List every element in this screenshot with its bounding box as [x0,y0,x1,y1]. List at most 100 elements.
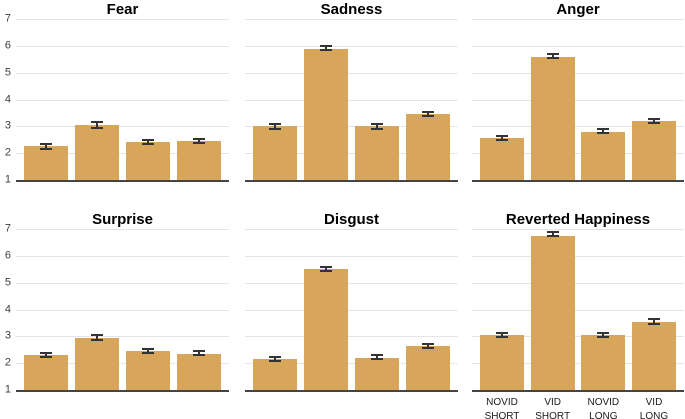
y-tick-label: 1 [4,173,11,186]
bar-slot [253,19,297,180]
gridline [16,126,229,128]
gridline [472,126,684,128]
error-bar [422,111,434,118]
bar [480,335,524,390]
error-bar [320,265,332,272]
x-tick-label: NOVID LONG [587,397,620,419]
bar-slot [24,19,68,180]
bar-slot [480,229,524,390]
panel-anger: Anger [472,0,684,182]
y-tick-label: 2 [4,146,11,159]
bar [581,335,626,390]
gridline [472,282,684,284]
error-bar [647,117,660,125]
gridline [472,153,684,155]
bar-slot [304,19,348,180]
plot-area [245,229,458,392]
error-bar [597,331,610,339]
error-bar [269,123,281,130]
gridline [16,45,229,47]
error-bar [496,135,508,142]
gridline [245,363,458,365]
gridline [472,336,684,338]
plot-area: 1 2 3 4 5 6 7 [5,223,229,395]
bar-slot [406,19,450,180]
bar-slot [126,19,170,180]
bar-slot [480,19,524,180]
bar [24,355,68,390]
bar [253,126,297,180]
bar [253,359,297,390]
gridline [245,99,458,101]
bar [75,337,119,390]
y-tick-label: 4 [4,303,11,315]
bar-slot [304,229,348,390]
bar [126,142,170,180]
x-tick-label: VID SHORT [535,397,571,419]
gridline [16,229,229,230]
bar [177,141,221,180]
bar [631,120,676,180]
error-bar [91,334,103,342]
panel-title: Sadness [320,1,383,18]
panel-fear: Fear 1 2 3 4 5 6 7 [5,0,229,185]
panel-surprise: Surprise 1 2 3 4 5 6 7 [5,200,229,395]
bar-slot [126,229,170,390]
gridline [472,309,684,311]
panel-title: Disgust [323,211,379,228]
bars-group [480,19,676,180]
bar-slot [355,19,399,180]
error-bar [422,342,434,349]
bar [581,131,626,180]
y-tick-label: 3 [4,119,11,132]
gridline [16,72,229,74]
y-tick-label: 2 [4,356,11,369]
panel-title: Fear [106,1,139,18]
bar [126,351,170,390]
panel-title: Surprise [92,211,153,228]
bars-group [253,19,450,180]
gridline [16,309,229,311]
gridline [472,72,684,74]
bar [480,138,524,180]
gridline [245,282,458,284]
x-tick-label: NOVID SHORT [484,397,520,419]
y-tick-label: 7 [4,222,11,235]
bar [406,114,450,180]
error-bar [546,53,559,60]
panel-title: Anger [556,1,600,18]
plot-area: NOVID SHORT VID SHORT NOVID LONG VID LONG [472,229,684,419]
bar-slot [75,19,119,180]
error-bar [91,120,103,130]
bars-group [24,19,221,180]
y-tick-label: 5 [4,276,11,289]
gridline [245,45,458,47]
gridline [16,363,229,365]
gridline [472,45,684,47]
bar-slot [24,229,68,390]
gridline [16,336,229,338]
gridline [472,363,684,365]
y-tick-label: 3 [4,329,11,342]
bar [530,56,575,180]
error-bar [40,351,52,358]
error-bar [142,139,154,146]
bar-slot [75,229,119,390]
y-tick-label: 4 [4,93,11,105]
bars-group [480,229,676,390]
gridline [16,153,229,155]
panel-reverted-happiness: Reverted Happiness NOVID SHORT VID SHORT N… [472,200,684,419]
bar-slot [253,229,297,390]
bars-group [24,229,221,390]
bar [304,269,348,390]
error-bar [371,354,383,361]
bar-slot [631,19,676,180]
gridline [16,99,229,101]
bar [355,357,399,390]
bar [75,125,119,180]
error-bar [647,318,660,325]
error-bar [546,231,559,238]
error-bar [193,350,205,357]
gridline [245,229,458,230]
